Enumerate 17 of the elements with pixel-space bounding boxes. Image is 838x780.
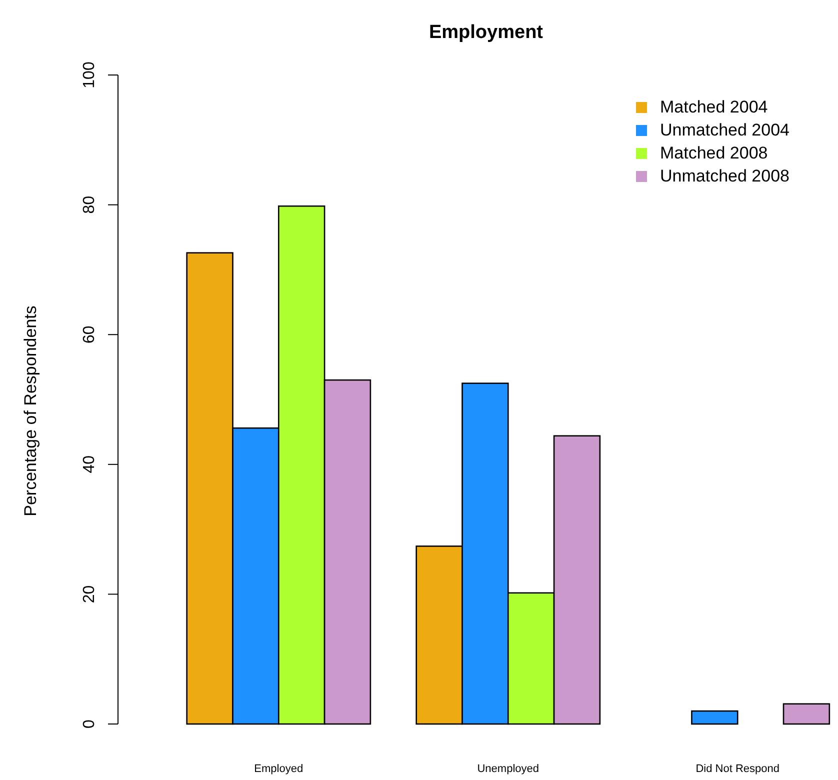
- y-tick-label: 40: [81, 455, 98, 474]
- bar: [782, 703, 830, 725]
- legend-label: Unmatched 2004: [660, 120, 790, 140]
- x-tick-label: Did Not Respond: [696, 763, 780, 775]
- bar: [691, 710, 738, 725]
- y-tick-label: 100: [81, 62, 98, 88]
- y-tick-label: 0: [81, 719, 98, 728]
- legend-label: Unmatched 2008: [660, 166, 790, 186]
- y-tick-label: 60: [81, 326, 98, 344]
- x-tick-label: Unemployed: [477, 763, 540, 775]
- y-tick-label: 20: [81, 585, 98, 604]
- legend-label: Matched 2008: [660, 143, 768, 162]
- y-tick-label: 80: [81, 196, 98, 214]
- x-tick-label: Employed: [254, 763, 304, 775]
- chart-title: Employment: [428, 22, 544, 43]
- y-axis-title: Percentage of Respondents: [21, 306, 40, 516]
- legend-label: Matched 2004: [660, 97, 768, 116]
